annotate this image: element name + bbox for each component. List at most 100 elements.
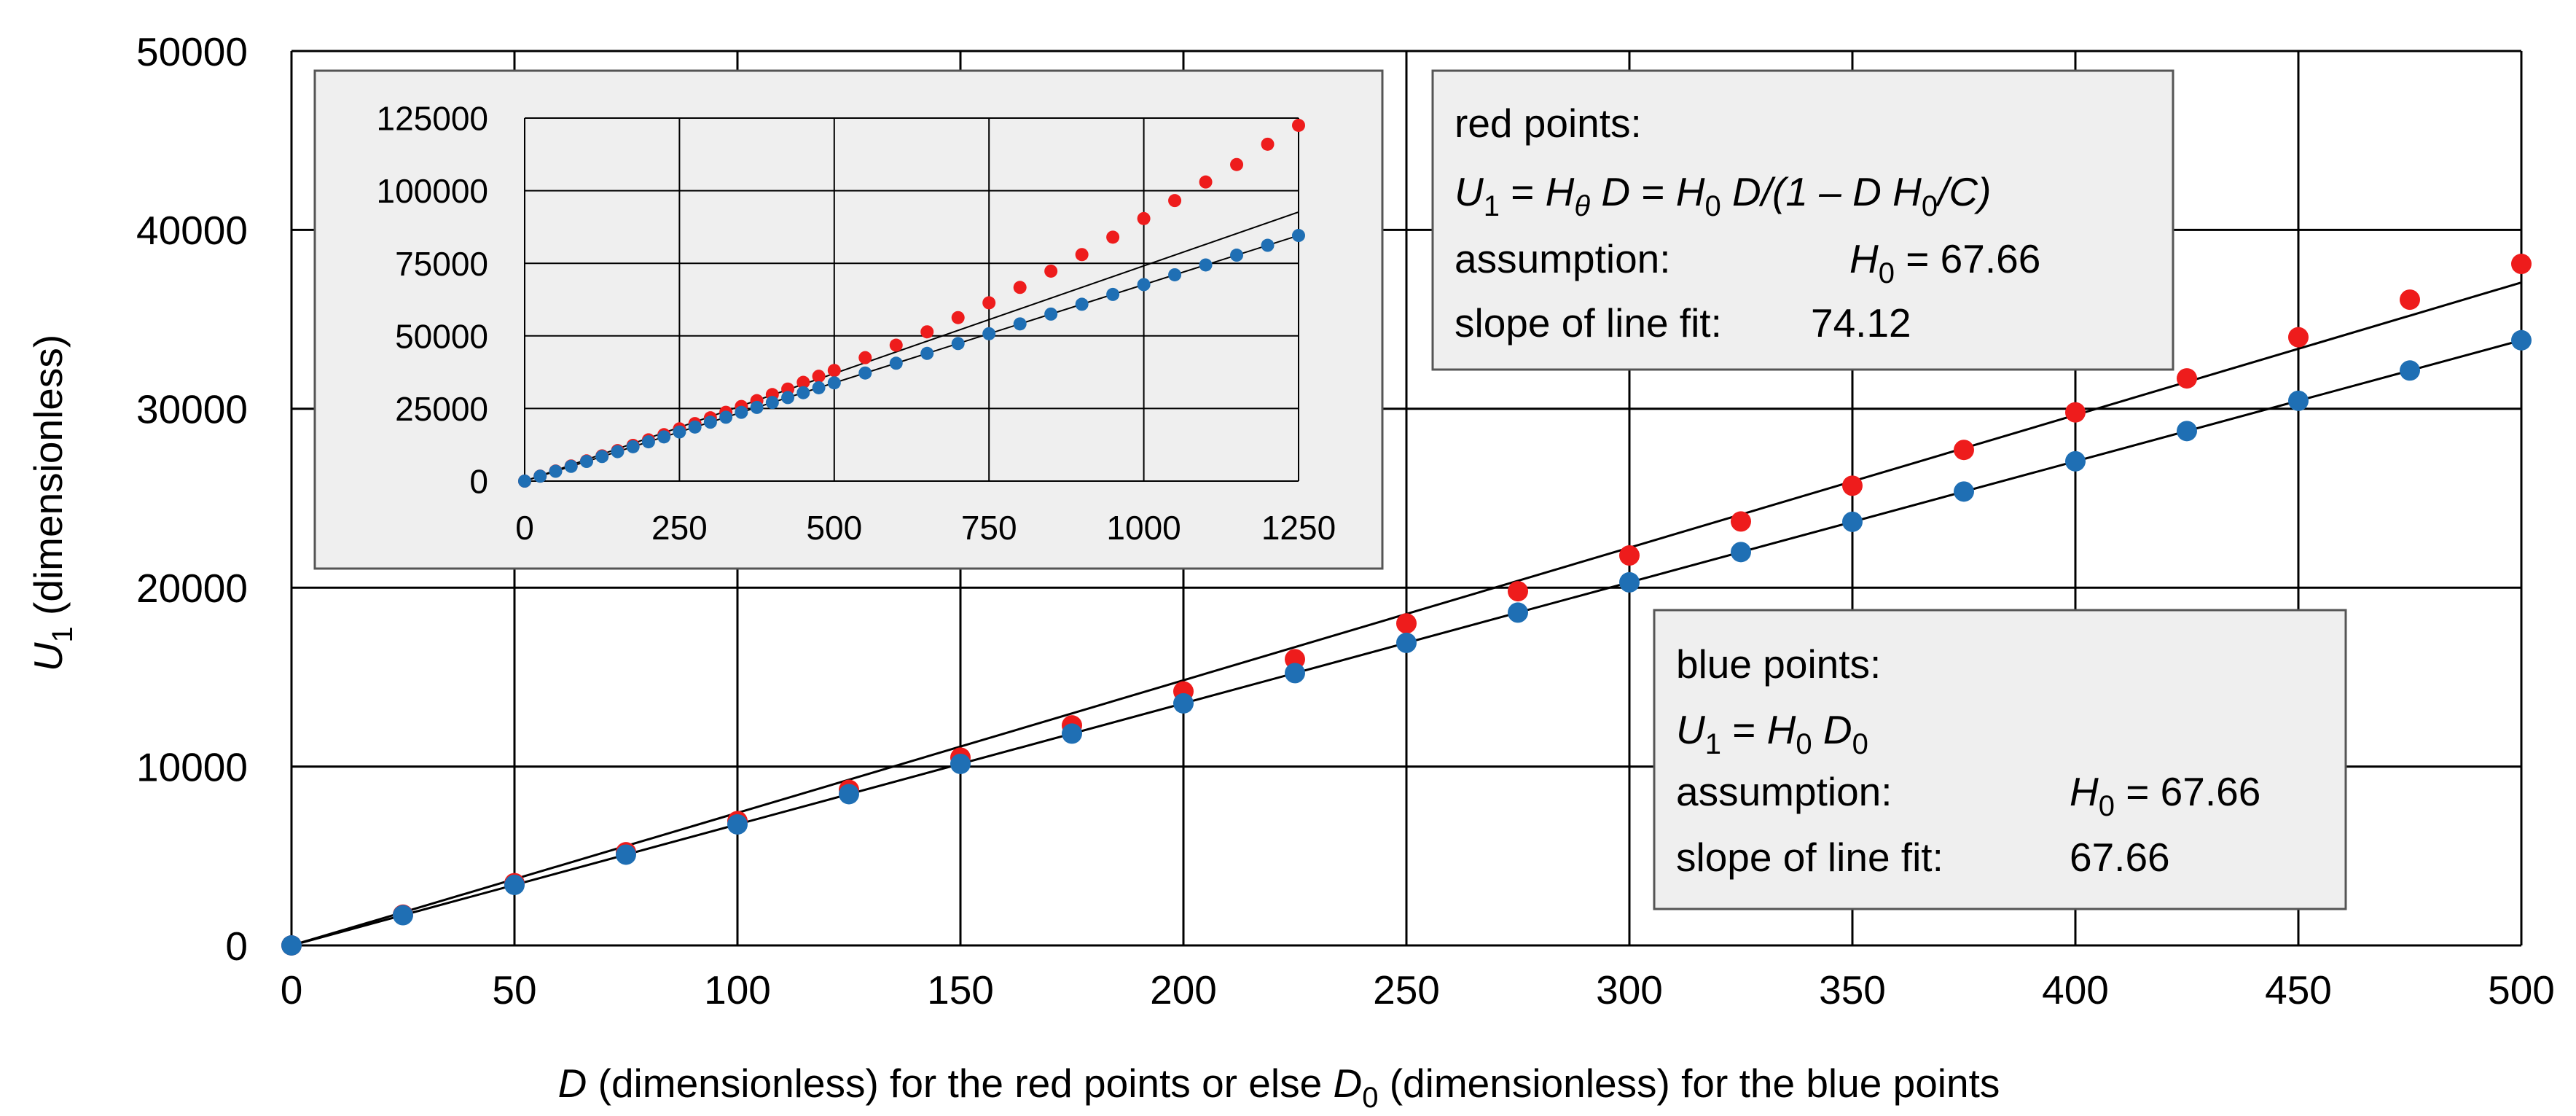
- blue-point: [2177, 421, 2197, 442]
- blue-title: blue points:: [1676, 641, 1881, 687]
- x-tick-label: 0: [515, 509, 534, 547]
- y-tick-label: 10000: [136, 744, 248, 789]
- red-point: [1013, 281, 1027, 294]
- blue-point: [281, 935, 302, 956]
- red-point: [1842, 475, 1863, 496]
- blue-point: [1230, 249, 1244, 262]
- red-slope-value: 74.12: [1811, 300, 1911, 346]
- red-point: [1044, 264, 1058, 278]
- blue-point: [1168, 268, 1182, 281]
- blue-point: [727, 813, 748, 835]
- blue-point: [1199, 258, 1213, 272]
- blue-point: [781, 391, 795, 405]
- blue-point: [750, 400, 764, 414]
- blue-point: [765, 396, 779, 410]
- blue-point: [703, 415, 717, 429]
- red-point: [1230, 157, 1244, 171]
- red-point: [2511, 254, 2532, 275]
- red-point: [1168, 194, 1182, 208]
- blue-point: [564, 459, 578, 473]
- blue-assumption-label: assumption:: [1676, 769, 1892, 814]
- blue-point: [616, 844, 636, 865]
- red-title: red points:: [1455, 101, 1642, 146]
- y-tick-label: 75000: [395, 245, 488, 283]
- blue-point: [673, 425, 686, 439]
- x-tick-label: 1250: [1261, 509, 1336, 547]
- x-tick-label: 0: [281, 967, 303, 1012]
- blue-point: [2511, 329, 2532, 351]
- blue-point: [920, 346, 934, 360]
- x-tick-label: 500: [806, 509, 862, 547]
- red-point: [827, 364, 841, 378]
- blue-point: [1508, 602, 1528, 623]
- red-point: [889, 338, 903, 352]
- x-tick-label: 250: [651, 509, 708, 547]
- blue-point: [1292, 229, 1305, 243]
- blue-point: [1731, 542, 1751, 563]
- x-tick-label: 500: [2488, 967, 2555, 1012]
- blue-point: [579, 455, 593, 469]
- red-point: [2065, 402, 2086, 423]
- y-tick-label: 50000: [395, 317, 488, 355]
- y-tick-label: 30000: [136, 387, 248, 432]
- blue-point: [2288, 390, 2309, 411]
- blue-point: [2400, 360, 2420, 381]
- inset-tick-labels: 0 250 500 750 1000 1250 0 25000 50000 75000 100000…: [377, 100, 1336, 547]
- main-points: [281, 254, 2532, 956]
- blue-point: [626, 440, 640, 453]
- blue-point: [827, 376, 841, 390]
- red-slope-label: slope of line fit:: [1455, 300, 1722, 346]
- blue-point: [1106, 287, 1120, 301]
- inset-points: [518, 118, 1305, 488]
- y-tick-label: 25000: [395, 390, 488, 428]
- blue-point: [1619, 571, 1640, 593]
- y-tick-label: 50000: [136, 29, 248, 74]
- red-assumption-value: H0 = 67.66: [1849, 236, 2040, 289]
- blue-slope-label: slope of line fit:: [1676, 835, 1943, 880]
- y-axis-label: U1 (dimensionless): [26, 335, 79, 671]
- blue-point: [393, 905, 413, 926]
- y-tick-label: 100000: [377, 172, 489, 210]
- blue-point: [1285, 663, 1305, 684]
- main-tick-labels: 0 50 100 150 200 250 300 350 400 450 5000100002000…: [136, 29, 2555, 1012]
- red-annotation-box: [1431, 69, 2174, 371]
- blue-point: [982, 327, 996, 340]
- red-point: [2177, 368, 2197, 389]
- blue-point: [951, 337, 965, 351]
- red-point: [858, 351, 872, 364]
- blue-point: [1075, 297, 1089, 311]
- blue-point: [719, 410, 733, 424]
- red-point: [1508, 581, 1528, 602]
- red-point: [812, 370, 826, 383]
- x-tick-label: 1000: [1106, 509, 1181, 547]
- red-point: [1106, 230, 1120, 244]
- red-point: [1954, 440, 1974, 461]
- x-tick-label: 400: [2042, 967, 2109, 1012]
- inset-panel: 0 250 500 750 1000 1250 0 25000 50000 75000 100000…: [313, 69, 1384, 570]
- blue-point: [1261, 238, 1275, 252]
- blue-point: [1044, 307, 1058, 321]
- x-tick-label: 750: [961, 509, 1017, 547]
- y-tick-label: 20000: [136, 566, 248, 611]
- red-point: [2288, 327, 2309, 348]
- blue-slope-value: 67.66: [2070, 835, 2170, 880]
- blue-point: [533, 469, 547, 483]
- red-assumption-label: assumption:: [1455, 236, 1671, 281]
- red-point: [1619, 545, 1640, 566]
- blue-point: [1842, 511, 1863, 532]
- x-tick-label: 350: [1819, 967, 1886, 1012]
- red-point: [951, 311, 965, 324]
- red-point: [2400, 289, 2420, 311]
- blue-point: [1954, 481, 1974, 502]
- inset-background: [313, 69, 1384, 570]
- blue-point: [950, 753, 971, 774]
- blue-point: [641, 435, 655, 449]
- blue-point: [611, 445, 625, 459]
- red-point: [1075, 248, 1089, 262]
- blue-point: [1062, 723, 1082, 744]
- blue-point: [1396, 632, 1417, 653]
- blue-point: [858, 366, 872, 380]
- blue-point: [1173, 692, 1194, 714]
- x-tick-label: 100: [704, 967, 771, 1012]
